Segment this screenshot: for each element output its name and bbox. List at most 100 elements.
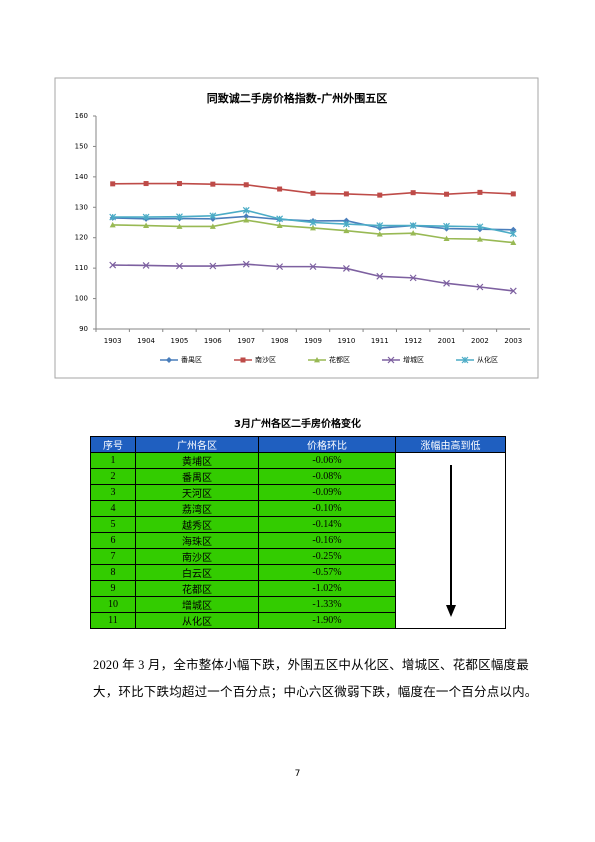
table-cell: 1 <box>90 452 136 469</box>
marker <box>376 272 384 280</box>
marker <box>209 262 217 270</box>
y-tick-label: 110 <box>75 264 88 272</box>
x-tick-label: 1910 <box>337 337 355 345</box>
table-cell: 10 <box>90 596 136 613</box>
marker <box>309 219 317 226</box>
legend-label: 花都区 <box>329 355 350 364</box>
marker <box>343 191 349 197</box>
legend-label: 增城区 <box>403 355 424 364</box>
table-cell: -0.14% <box>258 516 396 533</box>
paragraph-line: 大，环比下跌均超过一个百分点；中心六区微弱下跌，幅度在一个百分点以内。 <box>93 685 538 699</box>
header-cell: 价格环比 <box>258 436 396 453</box>
paragraph-line: 2020 年 3 月，全市整体小幅下跌，外围五区中从化区、增城区、花都区幅度最 <box>93 658 529 672</box>
table-cell: 白云区 <box>135 564 259 581</box>
marker <box>142 213 150 221</box>
series <box>109 206 517 238</box>
marker <box>210 181 216 187</box>
table-cell: -1.33% <box>258 596 396 613</box>
table-cell: -1.02% <box>258 580 396 597</box>
table-cell: -0.16% <box>258 532 396 549</box>
table-cell: 3 <box>90 484 136 501</box>
table-cell: 6 <box>90 532 136 549</box>
y-tick-label: 100 <box>75 295 88 303</box>
marker <box>409 222 417 229</box>
marker <box>242 206 250 214</box>
marker <box>109 213 117 221</box>
marker <box>476 223 484 231</box>
marker <box>209 223 216 229</box>
table-cell: 从化区 <box>135 612 259 629</box>
series <box>109 260 517 295</box>
marker <box>477 189 483 195</box>
marker <box>461 356 469 364</box>
marker <box>243 213 250 220</box>
x-tick-label: 1903 <box>104 337 122 345</box>
header-cell: 广州各区 <box>135 436 259 453</box>
marker <box>176 181 182 187</box>
marker <box>376 222 384 229</box>
marker <box>277 186 283 192</box>
arrow <box>445 465 456 617</box>
table-cell: 11 <box>90 612 136 629</box>
marker <box>377 192 383 198</box>
table-cell: 越秀区 <box>135 516 259 533</box>
table-cell: -0.08% <box>258 468 396 485</box>
marker <box>240 357 246 363</box>
x-tick-label: 1907 <box>237 337 255 345</box>
header-cell: 涨幅由高到低 <box>395 436 506 453</box>
series <box>110 181 516 198</box>
marker <box>314 357 320 363</box>
marker <box>444 191 450 197</box>
series <box>109 217 517 245</box>
marker <box>243 182 249 188</box>
legend-label: 从化区 <box>477 355 498 364</box>
x-tick-label: 1912 <box>404 337 422 345</box>
marker <box>510 226 517 233</box>
x-tick-label: 1904 <box>137 337 155 345</box>
marker <box>142 261 150 269</box>
x-tick-label: 2003 <box>504 337 522 345</box>
x-tick-label: 1911 <box>371 337 389 345</box>
marker <box>176 262 183 270</box>
table-row: 11 从化区 -1.90% <box>90 612 506 629</box>
table-cell: 黄埔区 <box>135 452 259 469</box>
table-cell: 5 <box>90 516 136 533</box>
table-cell: 番禺区 <box>135 468 259 485</box>
y-tick-label: 90 <box>79 325 88 333</box>
marker <box>376 231 383 237</box>
table-cell: 9 <box>90 580 136 597</box>
y-tick-label: 120 <box>75 234 88 242</box>
x-tick-label: 2001 <box>438 337 456 345</box>
marker <box>410 230 417 236</box>
marker <box>276 263 284 271</box>
table-row: 1 黄埔区 -0.06% <box>90 452 506 629</box>
table-cell: 海珠区 <box>135 532 259 549</box>
table-cell: 7 <box>90 548 136 565</box>
marker <box>276 222 283 228</box>
marker <box>476 283 484 291</box>
table-row: 2 番禺区 -0.08% <box>90 468 506 485</box>
marker <box>342 265 350 272</box>
marker <box>176 213 183 221</box>
x-tick-label: 1908 <box>271 337 289 345</box>
table-cell: -0.06% <box>258 452 396 469</box>
table-cell: -0.57% <box>258 564 396 581</box>
y-tick-label: 140 <box>75 173 88 181</box>
marker <box>410 190 416 196</box>
chart-title: 同致诚二手房价格指数-广州外围五区 <box>207 91 388 105</box>
legend-label: 南沙区 <box>255 355 276 364</box>
table-cell: 南沙区 <box>135 548 259 565</box>
marker <box>109 221 116 228</box>
x-tick-label: 2002 <box>471 337 489 345</box>
table-cell: -0.25% <box>258 548 396 565</box>
marker <box>176 223 183 229</box>
table-cell: 8 <box>90 564 136 581</box>
table-row: 4 荔湾区 -0.10% <box>90 500 506 517</box>
marker <box>242 260 250 268</box>
marker <box>110 181 116 187</box>
marker <box>443 279 450 287</box>
table-row: 3 天河区 -0.09% <box>90 484 506 501</box>
table-cell: -0.10% <box>258 500 396 517</box>
marker <box>510 191 516 197</box>
